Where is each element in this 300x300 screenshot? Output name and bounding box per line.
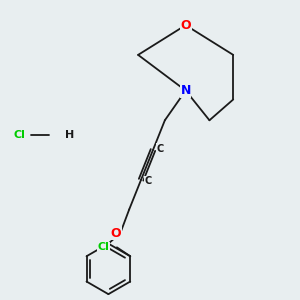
Text: O: O (180, 19, 191, 32)
Text: O: O (110, 227, 121, 240)
Text: C: C (145, 176, 152, 186)
Text: N: N (181, 84, 191, 97)
Text: Cl: Cl (98, 242, 110, 252)
Text: Cl: Cl (13, 130, 25, 140)
Text: C: C (157, 143, 164, 154)
Text: H: H (65, 130, 74, 140)
